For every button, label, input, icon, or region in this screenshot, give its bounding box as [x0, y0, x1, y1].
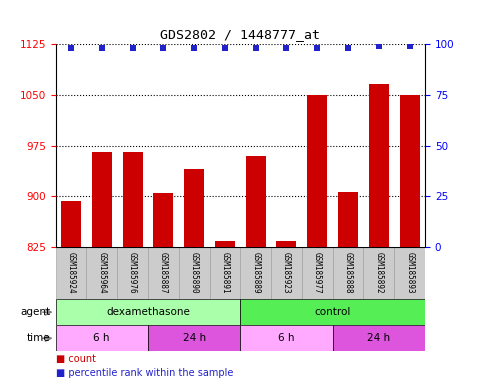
Text: 6 h: 6 h — [278, 333, 295, 343]
Bar — [369, 84, 389, 247]
Bar — [184, 169, 204, 247]
Bar — [153, 193, 173, 247]
Bar — [117, 247, 148, 299]
Bar — [241, 299, 425, 325]
Bar — [92, 152, 112, 247]
Text: GSM185890: GSM185890 — [190, 253, 199, 294]
Text: time: time — [27, 333, 51, 343]
Bar — [210, 247, 240, 299]
Bar — [86, 247, 117, 299]
Bar — [215, 240, 235, 247]
Point — [67, 45, 75, 51]
Bar — [240, 247, 271, 299]
Point — [159, 45, 167, 51]
Text: control: control — [314, 307, 351, 317]
Bar — [148, 247, 179, 299]
Bar — [56, 325, 148, 351]
Text: GSM185976: GSM185976 — [128, 253, 137, 294]
Point — [375, 43, 383, 49]
Bar — [123, 152, 142, 247]
Point — [344, 45, 352, 51]
Text: 24 h: 24 h — [183, 333, 206, 343]
Bar — [148, 325, 241, 351]
Point — [252, 45, 259, 51]
Text: 6 h: 6 h — [94, 333, 110, 343]
Bar — [61, 201, 81, 247]
Point — [98, 45, 106, 51]
Text: GSM185977: GSM185977 — [313, 253, 322, 294]
Text: ■ count: ■ count — [56, 354, 96, 364]
Point — [128, 45, 136, 51]
Bar — [56, 299, 241, 325]
Bar — [302, 247, 333, 299]
Point — [190, 45, 198, 51]
Bar — [307, 95, 327, 247]
Bar — [276, 240, 297, 247]
Text: agent: agent — [21, 307, 51, 317]
Text: GSM185893: GSM185893 — [405, 253, 414, 294]
Text: GSM185964: GSM185964 — [97, 253, 106, 294]
Text: GSM185891: GSM185891 — [220, 253, 229, 294]
Bar — [271, 247, 302, 299]
Bar — [179, 247, 210, 299]
Point — [283, 45, 290, 51]
Text: GSM185889: GSM185889 — [251, 253, 260, 294]
Text: GSM185923: GSM185923 — [282, 253, 291, 294]
Point — [313, 45, 321, 51]
Bar — [364, 247, 394, 299]
Title: GDS2802 / 1448777_at: GDS2802 / 1448777_at — [160, 28, 320, 41]
Text: GSM185924: GSM185924 — [67, 253, 75, 294]
Bar — [56, 247, 86, 299]
Bar — [246, 156, 266, 247]
Text: ■ percentile rank within the sample: ■ percentile rank within the sample — [56, 368, 233, 378]
Bar — [394, 247, 425, 299]
Bar — [241, 325, 333, 351]
Point — [221, 45, 229, 51]
Bar — [333, 247, 364, 299]
Point — [406, 43, 413, 49]
Bar — [333, 325, 425, 351]
Bar — [338, 192, 358, 247]
Bar — [399, 95, 420, 247]
Text: GSM185888: GSM185888 — [343, 253, 353, 294]
Text: dexamethasone: dexamethasone — [106, 307, 190, 317]
Text: GSM185892: GSM185892 — [374, 253, 384, 294]
Text: GSM185887: GSM185887 — [159, 253, 168, 294]
Text: 24 h: 24 h — [367, 333, 390, 343]
